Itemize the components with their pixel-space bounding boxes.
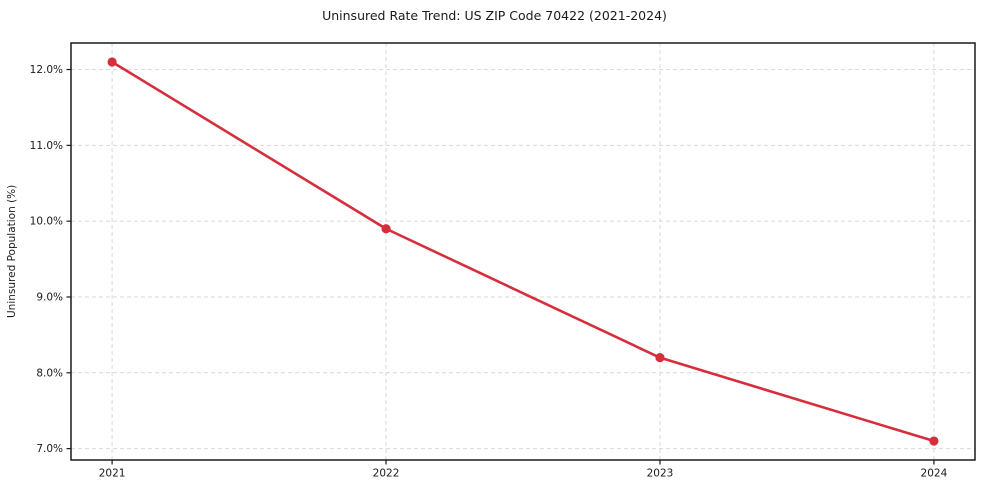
trend-line <box>110 60 936 443</box>
y-tick-label: 8.0% <box>36 367 63 379</box>
y-tick-label: 12.0% <box>30 64 63 76</box>
x-tick-label: 2021 <box>99 468 126 480</box>
y-tick-label: 11.0% <box>30 140 63 152</box>
y-tick-label: 9.0% <box>36 291 63 303</box>
data-point-marker <box>655 353 665 363</box>
data-point-marker <box>381 224 391 234</box>
data-point-marker <box>107 57 117 67</box>
x-tick-label: 2024 <box>921 468 948 480</box>
plot-border <box>70 42 976 461</box>
chart-title: Uninsured Rate Trend: US ZIP Code 70422 … <box>322 8 667 23</box>
x-tick-label: 2022 <box>373 468 400 480</box>
y-tick-label: 7.0% <box>36 443 63 455</box>
y-tick-label: 10.0% <box>30 216 63 228</box>
x-tick-label: 2023 <box>647 468 674 480</box>
data-point-marker <box>929 436 939 446</box>
